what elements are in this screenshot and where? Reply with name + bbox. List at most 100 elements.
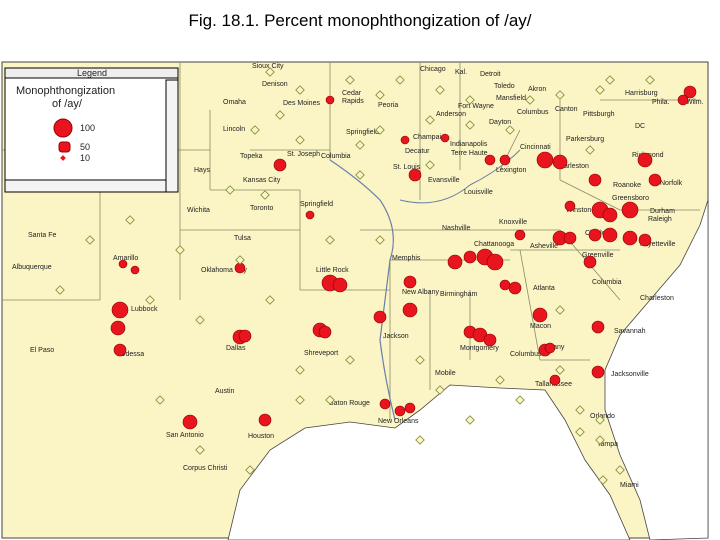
- marker: [447, 254, 463, 270]
- minor-marker: [425, 160, 435, 170]
- city-label: Lexington: [496, 167, 526, 174]
- minor-marker: [465, 120, 475, 130]
- marker: [318, 325, 332, 339]
- legend-symbol: [53, 118, 73, 138]
- city-label: Terre Haute: [451, 150, 488, 157]
- minor-marker: [525, 95, 535, 105]
- city-label: Louisville: [464, 189, 493, 196]
- legend-label: 50: [80, 142, 90, 152]
- city-label: Knoxville: [499, 219, 527, 226]
- minor-marker: [355, 140, 365, 150]
- marker: [622, 230, 638, 246]
- legend-window-title: Legend: [77, 68, 107, 78]
- legend-symbol: [58, 141, 71, 153]
- minor-marker: [375, 90, 385, 100]
- city-label: Columbia: [592, 279, 622, 286]
- marker: [602, 227, 618, 243]
- marker: [532, 307, 548, 323]
- city-label: Odessa: [120, 351, 144, 358]
- minor-marker: [345, 355, 355, 365]
- minor-marker: [195, 445, 205, 455]
- minor-marker: [555, 305, 565, 315]
- city-label: Cedar: [342, 90, 362, 97]
- city-label: Parkersburg: [566, 136, 604, 143]
- city-label: Lincoln: [223, 126, 245, 133]
- city-label: Harrisburg: [625, 90, 658, 97]
- city-label: Kal.: [455, 69, 467, 76]
- city-label: Wichita: [187, 207, 210, 214]
- marker: [549, 374, 561, 386]
- minor-marker: [598, 475, 608, 485]
- marker: [591, 320, 605, 334]
- minor-marker: [515, 395, 525, 405]
- city-label: New Albany: [402, 289, 439, 296]
- minor-marker: [225, 185, 235, 195]
- minor-marker: [55, 285, 65, 295]
- city-label: Tampa: [597, 441, 618, 448]
- minor-marker: [585, 145, 595, 155]
- legend-window: Legend Monophthongization of /ay/ 100 50…: [4, 67, 179, 193]
- marker: [588, 228, 602, 242]
- city-label: Oklahoma City: [201, 267, 247, 274]
- city-label: Shreveport: [304, 350, 338, 357]
- marker: [332, 277, 348, 293]
- minor-marker: [345, 75, 355, 85]
- city-label: Anderson: [436, 111, 466, 118]
- city-label: Atlanta: [533, 285, 555, 292]
- minor-marker: [555, 365, 565, 375]
- minor-marker: [355, 170, 365, 180]
- atlantic: [604, 199, 709, 540]
- city-label: Toledo: [494, 83, 515, 90]
- scrollbar[interactable]: [4, 179, 167, 193]
- city-label: Mobile: [435, 370, 456, 377]
- minor-marker: [575, 427, 585, 437]
- city-label: Raleigh: [648, 216, 672, 223]
- marker: [499, 279, 511, 291]
- city-label: Columbus: [517, 109, 549, 116]
- city-label: Omaha: [223, 99, 246, 106]
- city-label: Corpus Christi: [183, 465, 228, 472]
- marker: [563, 231, 577, 245]
- minor-marker: [495, 375, 505, 385]
- city-label: Charleston: [555, 163, 589, 170]
- city-label: Dayton: [489, 119, 511, 126]
- marker: [394, 405, 406, 417]
- minor-marker: [555, 90, 565, 100]
- marker: [638, 233, 652, 247]
- marker: [258, 413, 272, 427]
- city-label: Lubbock: [131, 306, 158, 313]
- minor-marker: [295, 365, 305, 375]
- city-label: Toronto: [250, 205, 273, 212]
- marker: [621, 201, 639, 219]
- city-label: Rapids: [342, 98, 364, 105]
- marker: [463, 250, 477, 264]
- minor-marker: [435, 385, 445, 395]
- city-label: Phila.: [652, 99, 670, 106]
- marker: [588, 173, 602, 187]
- minor-marker: [195, 315, 205, 325]
- marker: [403, 275, 417, 289]
- minor-marker: [275, 110, 285, 120]
- marker: [379, 398, 391, 410]
- city-label: Charleston: [640, 295, 674, 302]
- minor-marker: [595, 435, 605, 445]
- minor-marker: [465, 415, 475, 425]
- scrollbar[interactable]: [165, 79, 179, 193]
- minor-marker: [175, 245, 185, 255]
- marker: [677, 94, 689, 106]
- marker: [564, 200, 576, 212]
- minor-marker: [260, 190, 270, 200]
- city-label: Montgomery: [460, 345, 499, 352]
- legend-titlebar: [4, 67, 179, 79]
- marker: [514, 229, 526, 241]
- city-label: Chicago: [420, 66, 446, 73]
- minor-marker: [295, 395, 305, 405]
- city-label: Columbus: [510, 351, 542, 358]
- marker: [404, 402, 416, 414]
- city-label: Austin: [215, 388, 235, 395]
- marker: [325, 95, 335, 105]
- city-label: Savannah: [614, 328, 646, 335]
- city-label: Decatur: [405, 148, 430, 155]
- city-label: Roanoke: [613, 182, 641, 189]
